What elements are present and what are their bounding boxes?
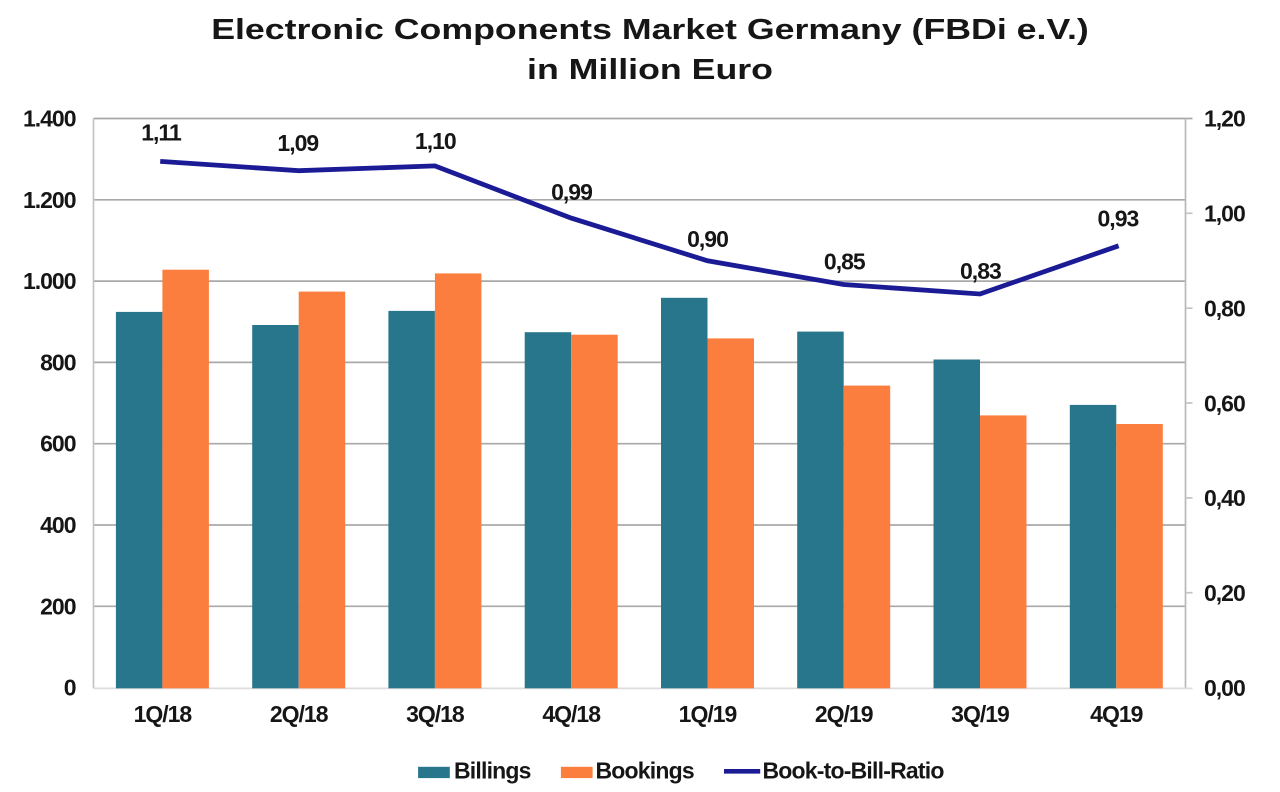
svg-text:4Q/18: 4Q/18 (542, 701, 601, 727)
svg-text:0,20: 0,20 (1204, 580, 1245, 606)
svg-text:1,10: 1,10 (415, 128, 456, 154)
svg-text:400: 400 (40, 512, 76, 538)
svg-text:1Q/18: 1Q/18 (134, 701, 193, 727)
svg-text:1,11: 1,11 (141, 120, 182, 146)
svg-text:1,00: 1,00 (1204, 201, 1245, 227)
svg-text:1.400: 1.400 (23, 106, 76, 132)
svg-text:0,60: 0,60 (1204, 390, 1245, 416)
svg-text:Bookings: Bookings (596, 758, 694, 784)
svg-text:4Q19: 4Q19 (1090, 701, 1142, 727)
svg-text:1.200: 1.200 (23, 187, 76, 213)
svg-text:0: 0 (64, 675, 76, 701)
svg-text:0,85: 0,85 (824, 249, 866, 275)
svg-text:800: 800 (40, 349, 76, 375)
svg-text:1.000: 1.000 (23, 268, 76, 294)
svg-text:Electronic Components Market G: Electronic Components Market Germany (FB… (211, 13, 1089, 45)
svg-text:0,83: 0,83 (960, 258, 1001, 284)
svg-text:1,09: 1,09 (277, 130, 318, 156)
svg-text:0,93: 0,93 (1098, 205, 1139, 231)
svg-text:200: 200 (40, 593, 76, 619)
svg-text:600: 600 (40, 431, 76, 457)
svg-text:0,80: 0,80 (1204, 296, 1245, 322)
svg-text:2Q/18: 2Q/18 (270, 701, 329, 727)
svg-text:1Q/19: 1Q/19 (679, 701, 737, 727)
svg-text:0,90: 0,90 (687, 226, 728, 252)
svg-text:3Q/18: 3Q/18 (406, 701, 465, 727)
svg-text:0,40: 0,40 (1204, 485, 1245, 511)
svg-text:Billings: Billings (454, 758, 531, 784)
svg-text:0,00: 0,00 (1204, 675, 1245, 701)
svg-text:Book-to-Bill-Ratio: Book-to-Bill-Ratio (763, 758, 945, 784)
svg-text:2Q/19: 2Q/19 (815, 701, 873, 727)
svg-text:3Q/19: 3Q/19 (951, 701, 1009, 727)
svg-text:0,99: 0,99 (551, 179, 592, 205)
svg-text:1,20: 1,20 (1204, 106, 1245, 132)
svg-text:in Million Euro: in Million Euro (527, 53, 773, 85)
